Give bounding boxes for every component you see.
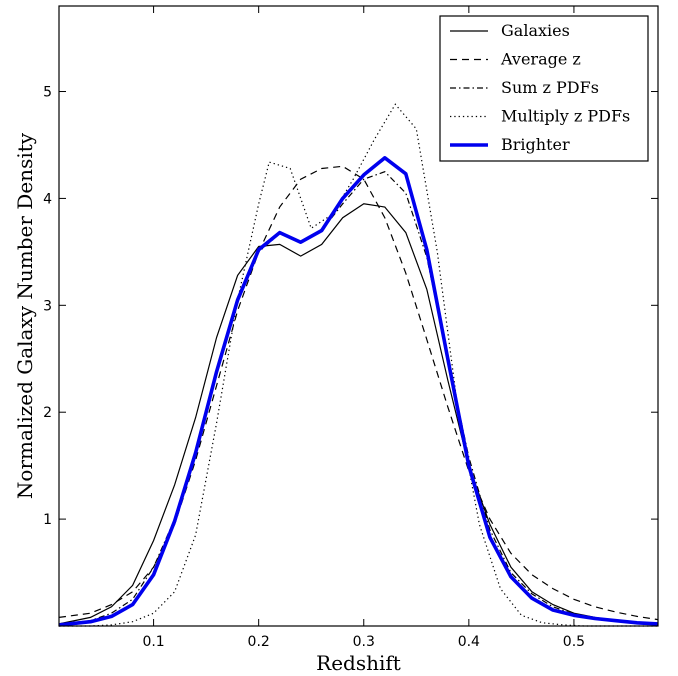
x-tick-label: 0.3 xyxy=(353,634,375,650)
series-layer xyxy=(58,103,659,627)
x-tick-label: 0.1 xyxy=(142,634,164,650)
x-tick-label: 0.5 xyxy=(563,634,585,650)
legend-label: Average z xyxy=(500,50,581,69)
legend-label: Sum z PDFs xyxy=(501,78,599,97)
tick-marks xyxy=(59,6,658,626)
y-tick-label: 5 xyxy=(43,85,52,101)
legend-label: Brighter xyxy=(501,135,570,154)
legend-frame xyxy=(439,15,649,162)
x-tick-label: 0.2 xyxy=(248,634,270,650)
series-line-brighter xyxy=(58,156,659,627)
series-line-multiply-z-pdfs xyxy=(59,103,658,627)
plot-frame xyxy=(58,5,659,627)
tick-labels: 0.1 0.2 0.3 0.4 0.5 1 2 3 4 5 xyxy=(43,85,585,650)
series-line-galaxies xyxy=(58,203,659,625)
y-tick-label: 1 xyxy=(43,512,52,528)
x-tick-label: 0.4 xyxy=(458,634,480,650)
y-tick-label: 2 xyxy=(43,405,52,421)
legend: Galaxies Average z Sum z PDFs Multiply z PD… xyxy=(439,15,649,162)
y-tick-label: 4 xyxy=(43,191,52,207)
legend-label: Galaxies xyxy=(501,21,570,40)
y-tick-label: 3 xyxy=(43,298,52,314)
series-line-sum-z-pdfs xyxy=(58,171,659,625)
x-axis-label: Redshift xyxy=(316,651,401,675)
y-axis-label: Normalized Galaxy Number Density xyxy=(13,132,37,499)
legend-label: Multiply z PDFs xyxy=(501,107,630,126)
